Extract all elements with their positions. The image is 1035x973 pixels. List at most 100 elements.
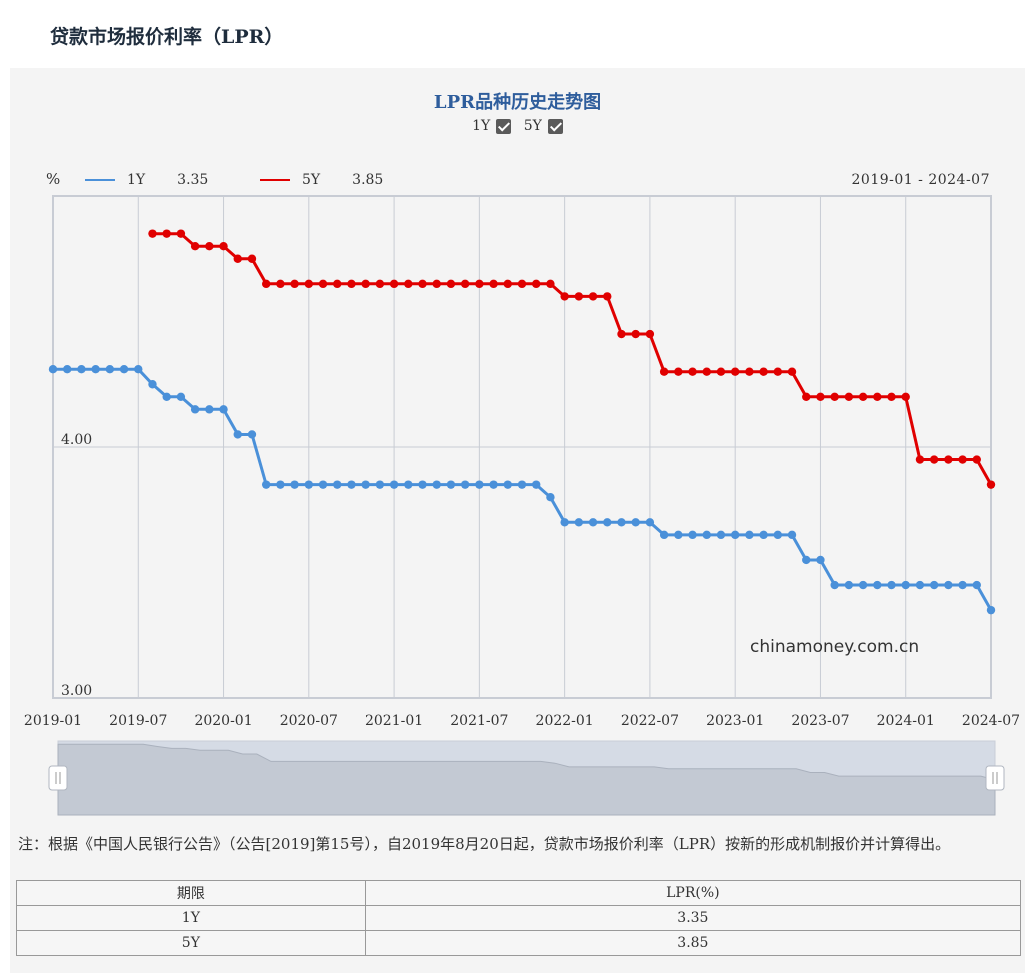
- zoom-handle-right[interactable]: [985, 765, 1005, 791]
- data-point-5y: [418, 279, 427, 289]
- data-point-1y: [105, 364, 115, 374]
- data-point-5y: [688, 367, 697, 376]
- data-point-1y: [233, 430, 242, 439]
- data-point-1y: [915, 580, 925, 590]
- legend-name-5y: 5Y: [302, 172, 321, 188]
- data-point-1y: [816, 555, 825, 565]
- zoom-handle-left[interactable]: [48, 765, 68, 791]
- data-point-5y: [929, 455, 939, 464]
- page-title: 贷款市场报价利率（LPR）: [50, 26, 284, 48]
- data-point-5y: [432, 279, 441, 289]
- data-point-5y: [887, 392, 896, 401]
- legend-item-1y[interactable]: 1Y 3.35: [85, 172, 208, 188]
- navigator-area: [57, 743, 996, 816]
- data-point-1y: [404, 480, 413, 489]
- data-point-1y: [63, 364, 72, 374]
- data-point-1y: [603, 518, 612, 527]
- data-point-5y: [617, 329, 626, 339]
- x-tick-label: 2022-01: [536, 713, 594, 729]
- data-point-1y: [489, 480, 498, 489]
- data-point-1y: [802, 555, 811, 565]
- data-point-5y: [915, 455, 925, 464]
- data-point-5y: [574, 292, 584, 301]
- checkbox-icon[interactable]: [496, 118, 512, 134]
- data-point-1y: [91, 364, 100, 374]
- checkbox-icon[interactable]: [547, 118, 563, 134]
- data-point-1y: [77, 364, 86, 374]
- data-point-5y: [759, 367, 768, 376]
- data-point-5y: [489, 279, 498, 289]
- data-point-1y: [361, 480, 370, 489]
- table-cell: 3.85: [364, 930, 1022, 956]
- data-point-5y: [446, 279, 456, 289]
- data-point-5y: [730, 367, 740, 376]
- legend-swatch-1y: [85, 179, 115, 181]
- data-point-1y: [432, 480, 441, 489]
- data-point-1y: [631, 518, 640, 527]
- x-tick-label: 2023-07: [791, 713, 849, 729]
- table-row: 5Y 3.85: [16, 930, 1022, 956]
- data-point-5y: [873, 392, 882, 401]
- legend-item-5y[interactable]: 5Y 3.85: [260, 172, 383, 188]
- data-point-1y: [645, 518, 655, 527]
- data-point-1y: [276, 480, 285, 489]
- y-tick-label: 4.00: [61, 432, 92, 448]
- x-tick-label: 2023-01: [706, 713, 764, 729]
- data-point-1y: [688, 530, 697, 540]
- data-point-5y: [716, 367, 726, 376]
- data-point-1y: [659, 530, 669, 540]
- data-point-1y: [119, 364, 129, 374]
- table-cell: 5Y: [16, 930, 366, 956]
- data-point-1y: [247, 430, 257, 439]
- data-point-1y: [418, 480, 427, 489]
- data-point-5y: [532, 279, 541, 289]
- data-point-1y: [844, 580, 854, 590]
- table-header: 期限: [16, 880, 366, 906]
- data-point-5y: [588, 292, 598, 301]
- data-point-1y: [958, 580, 967, 590]
- series-toggles: 1Y 5Y: [0, 118, 1035, 134]
- data-point-1y: [745, 530, 754, 540]
- data-point-5y: [205, 242, 214, 251]
- data-point-5y: [176, 229, 186, 238]
- data-point-1y: [773, 530, 783, 540]
- legend-name-1y: 1Y: [127, 172, 146, 188]
- data-point-1y: [446, 480, 456, 489]
- data-point-1y: [759, 530, 768, 540]
- data-point-5y: [858, 392, 868, 401]
- x-tick-label: 2019-07: [109, 713, 167, 729]
- data-point-1y: [887, 580, 896, 590]
- data-point-1y: [929, 580, 939, 590]
- toggle-1y[interactable]: 1Y: [472, 118, 512, 134]
- footnote: 注：根据《中国人民银行公告》（公告[2019]第15号），自2019年8月20日…: [18, 835, 951, 853]
- data-point-1y: [347, 480, 356, 489]
- date-range-label: 2019-01 - 2024-07: [851, 172, 990, 188]
- toggle-5y[interactable]: 5Y: [524, 118, 563, 134]
- x-tick-label: 2022-07: [621, 713, 679, 729]
- data-point-1y: [617, 518, 626, 527]
- toggle-5y-label: 5Y: [523, 118, 542, 134]
- toggle-1y-label: 1Y: [472, 118, 491, 134]
- data-point-1y: [716, 530, 726, 540]
- data-point-1y: [176, 392, 186, 401]
- data-point-1y: [588, 518, 598, 527]
- data-point-5y: [361, 279, 370, 289]
- data-point-5y: [503, 279, 512, 289]
- data-point-1y: [986, 605, 996, 615]
- data-point-1y: [787, 530, 797, 540]
- data-point-5y: [816, 392, 825, 401]
- data-point-1y: [532, 480, 541, 489]
- data-point-5y: [190, 242, 200, 251]
- data-point-5y: [830, 392, 839, 401]
- chart-title: LPR品种历史走势图: [433, 92, 602, 113]
- data-point-5y: [261, 279, 271, 289]
- x-tick-label: 2020-07: [280, 713, 338, 729]
- data-point-1y: [148, 380, 157, 389]
- data-point-1y: [134, 364, 143, 374]
- x-tick-label: 2020-01: [194, 713, 252, 729]
- data-point-5y: [944, 455, 953, 464]
- data-point-5y: [162, 229, 171, 238]
- table-cell: 3.35: [364, 905, 1022, 931]
- x-tick-label: 2021-01: [365, 713, 423, 729]
